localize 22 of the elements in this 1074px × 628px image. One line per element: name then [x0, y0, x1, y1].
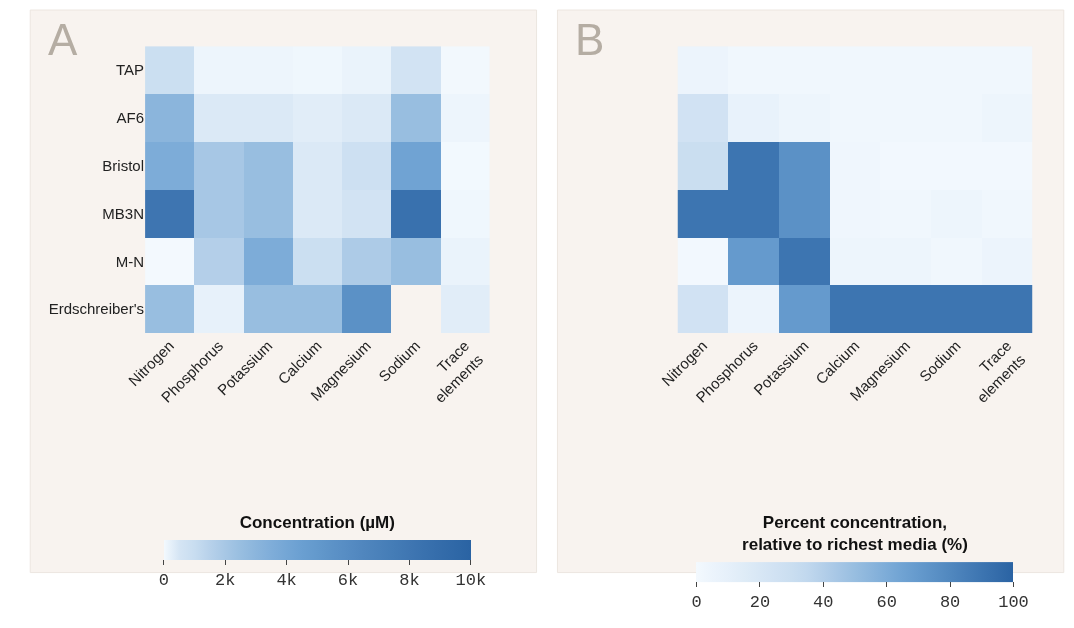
- color-bar-label: 100: [998, 593, 1029, 612]
- y-tick-label: M-N: [115, 252, 145, 270]
- color-bar-label: 60: [876, 593, 897, 612]
- color-bar-title: Concentration (µM): [239, 513, 395, 533]
- color-bar-label: 4k: [276, 570, 297, 590]
- color-bar-label: 10k: [455, 570, 487, 590]
- color-bar-label: 40: [813, 593, 834, 612]
- y-tick-label: TAP: [116, 61, 145, 79]
- y-tick-label: AF6: [116, 109, 145, 127]
- chart-title: A: [48, 15, 78, 64]
- color-bar-label: 8k: [399, 570, 420, 590]
- color-bar-label: 6k: [337, 570, 359, 590]
- color-bar-label: 2k: [215, 570, 236, 590]
- color-bar-title: Percent concentration, relative to richest media (%): [742, 513, 968, 555]
- color-bar-label: 0: [158, 570, 169, 590]
- y-tick-label: Bristol: [102, 156, 145, 174]
- color-bar-label: 0: [691, 593, 702, 612]
- y-tick-label: MB3N: [102, 204, 145, 222]
- color-bar-label: 80: [939, 593, 961, 612]
- color-bar-label: 20: [749, 593, 771, 612]
- chart-title: B: [575, 15, 605, 64]
- y-tick-label: Erdschreiber's: [48, 300, 145, 318]
